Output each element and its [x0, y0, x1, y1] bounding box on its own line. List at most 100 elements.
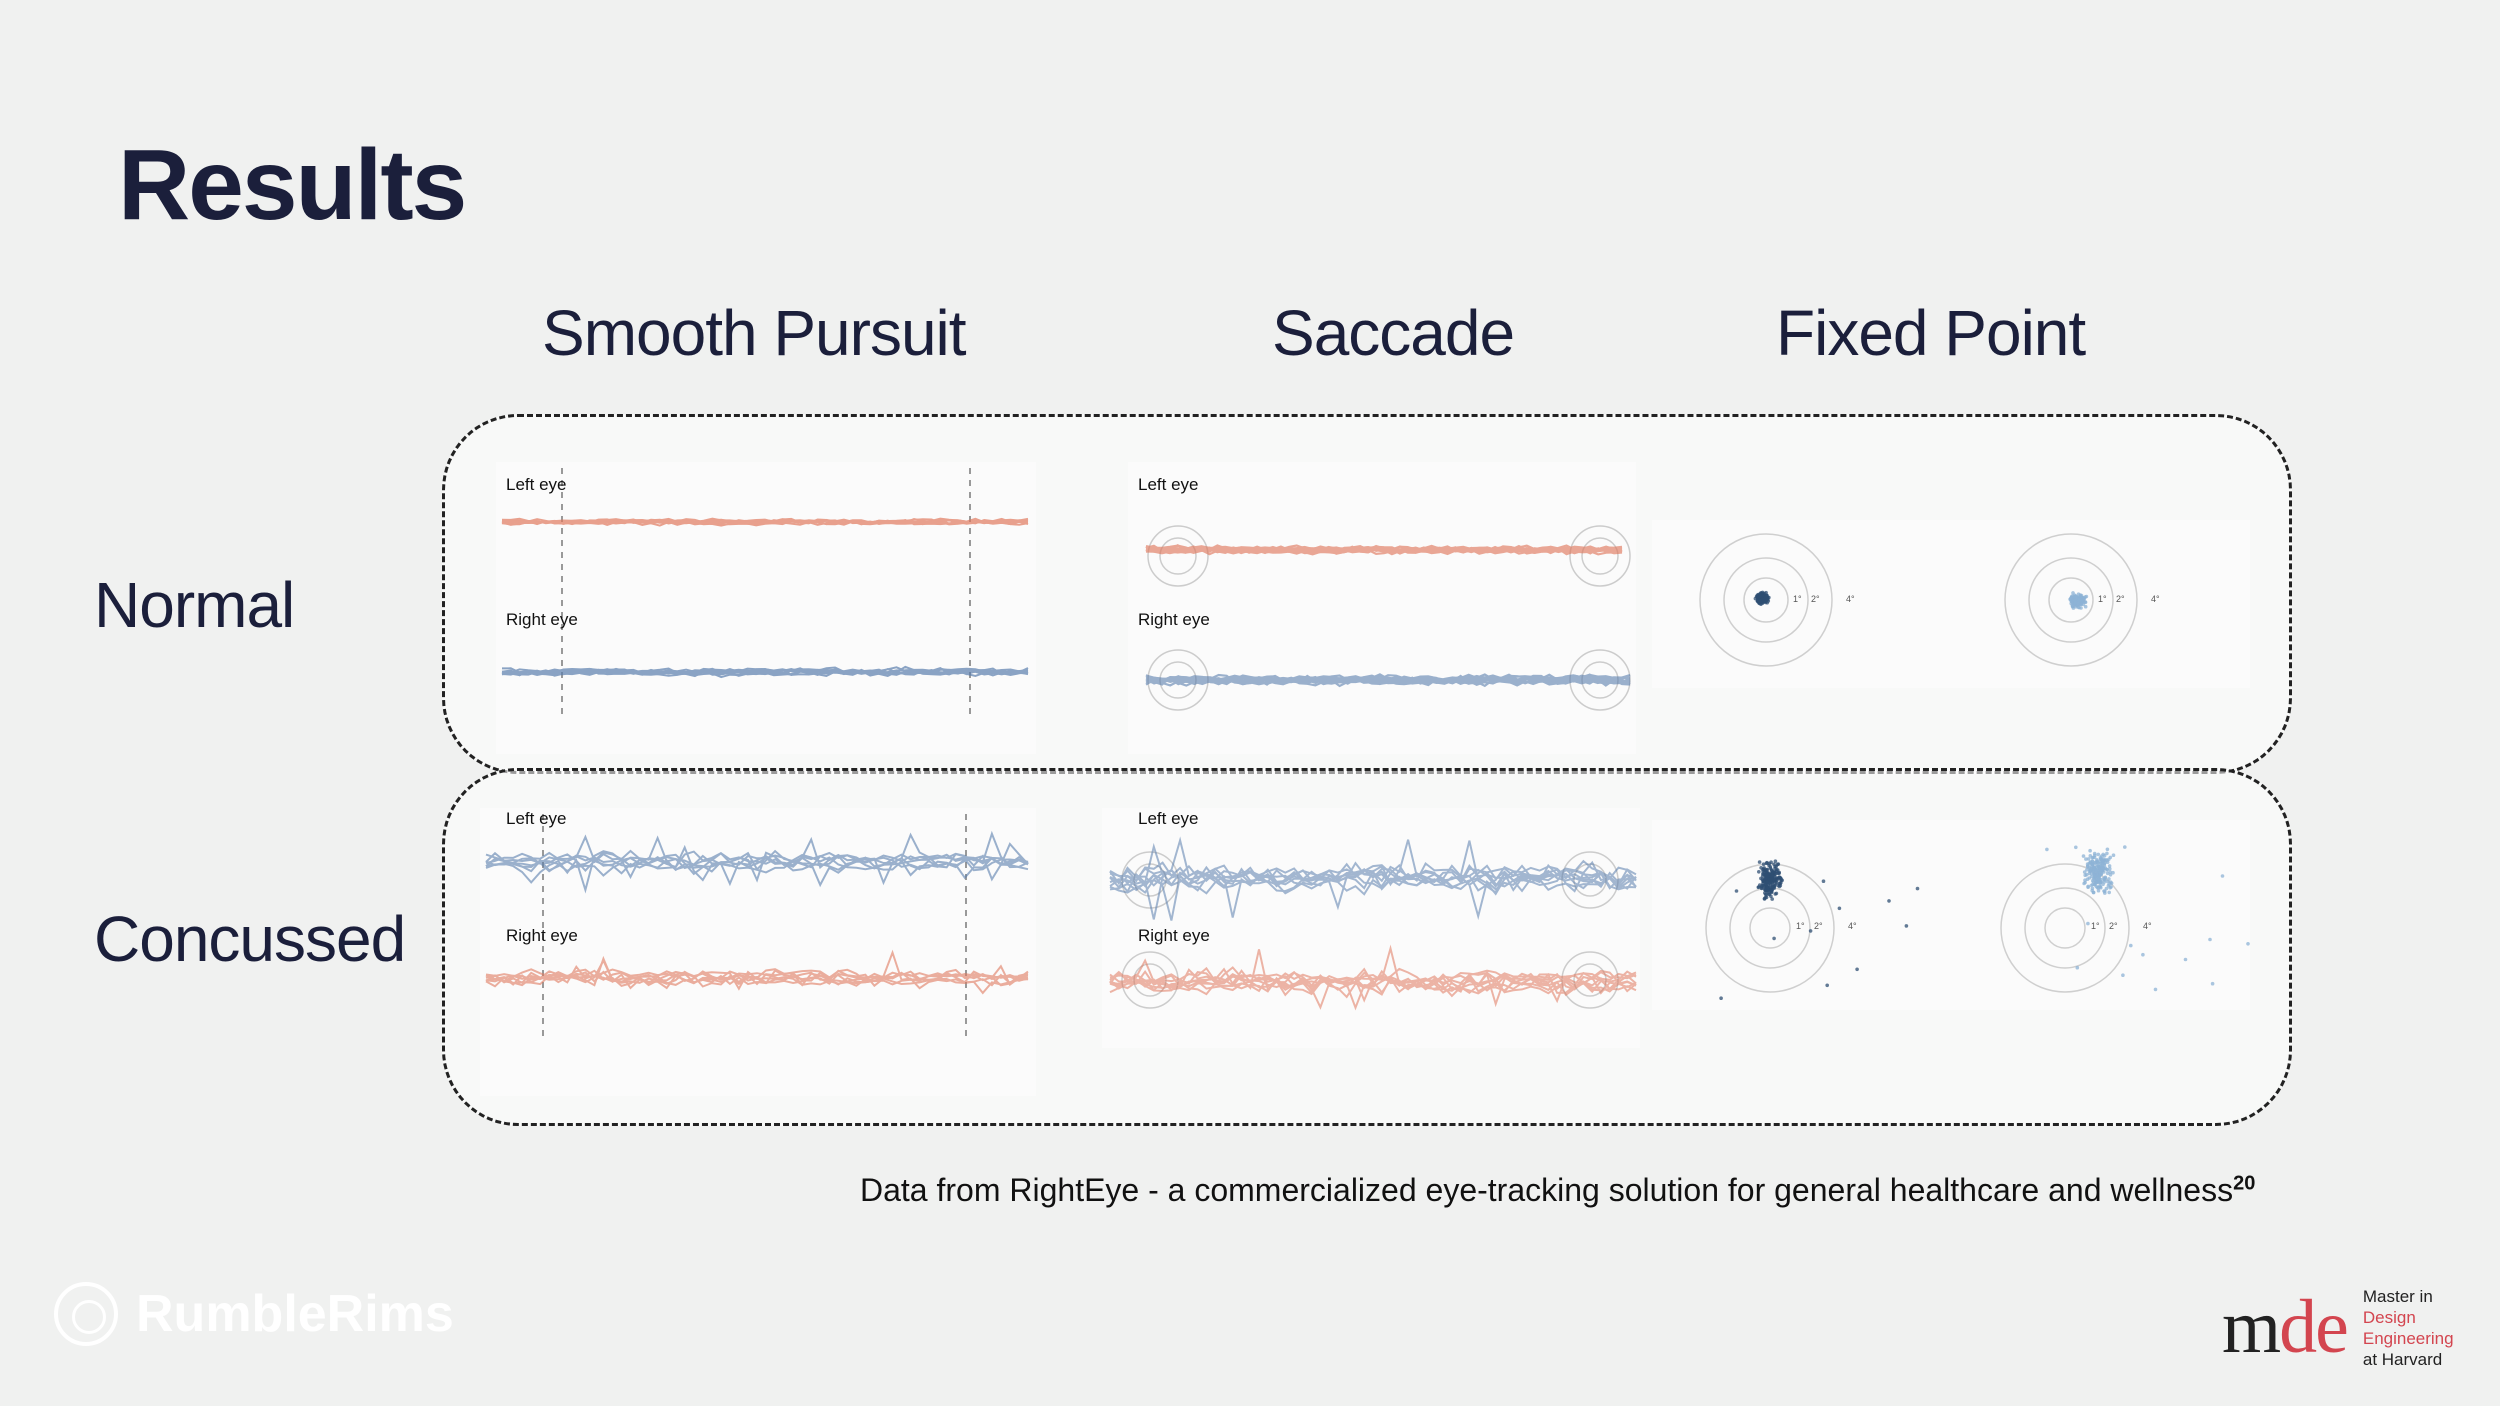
concussed-fp-point-right-172: [2085, 877, 2090, 881]
normal-sa-left-trace-10: [1145, 544, 1623, 556]
concussed-fp-point-right-154: [2107, 864, 2112, 868]
concussed-sp-right-trace-4: [485, 949, 1029, 990]
column-heading-smooth-pursuit: Smooth Pursuit: [542, 297, 967, 369]
concussed-fp-point-right-188: [2097, 876, 2102, 881]
concussed-fp-point-right-130: [2090, 859, 2095, 864]
concussed-fp-point-left-192: [1760, 877, 1765, 882]
mde-caption-line4: at Harvard: [2362, 1349, 2443, 1369]
concussed-fp-point-right-197: [2100, 866, 2105, 870]
normal-fp-label-2b: 2°: [2116, 594, 2125, 604]
conc-sp-right-eye-label: Right eye: [506, 926, 578, 945]
normal-sp-right-traces: [501, 665, 1029, 679]
concussed-fp-point-right-206: [2102, 862, 2107, 866]
normal-fp-scatter-right: [2068, 591, 2089, 610]
concussed-fp-point-right-176: [2108, 866, 2112, 871]
concussed-fp-point-right-165: [2108, 870, 2112, 874]
conc-fp-label-1: 1°: [1796, 921, 1805, 931]
concussed-sa-right-traces: [1109, 944, 1637, 1011]
concussed-fp-point-left-203: [1765, 880, 1770, 884]
normal-fp-point-left-154: [1763, 596, 1768, 600]
concussed-fp-point-right-148: [2108, 855, 2113, 860]
concussed-fp-point-right-209: [2095, 863, 2099, 867]
concussed-fp-point-left-196: [1765, 860, 1769, 865]
footnote-ref: 20: [2233, 1172, 2256, 1195]
concussed-fp-point-left-209: [1771, 885, 1776, 890]
concussed-sp-left-trace-6: [485, 836, 1029, 894]
normal-sa-left-trace-11: [1145, 544, 1623, 555]
concussed-fp-point-right-185: [2098, 855, 2103, 860]
concussed-fp-point-right-219: [2102, 877, 2107, 882]
normal-sp-left-eye-label: Left eye: [506, 475, 567, 494]
normal-fp-label-1: 1°: [1793, 594, 1802, 604]
concussed-smooth-pursuit-panel: Left eye Right eye: [480, 808, 1036, 1096]
concussed-fp-point-right-155: [2104, 886, 2109, 891]
mde-caption-line1: Master in: [2362, 1286, 2433, 1306]
normal-fp-point-left-159: [1758, 594, 1763, 599]
concussed-fp-point-right-21: [2210, 981, 2215, 986]
normal-smooth-pursuit-panel: Left eye Right eye: [496, 462, 1036, 754]
concussed-fp-point-right-98: [2089, 883, 2094, 888]
normal-sp-right-trace-5: [501, 666, 1029, 677]
concussed-fp-point-right-212: [2102, 889, 2106, 893]
concussed-saccade-panel: Left eye Right eye: [1102, 808, 1640, 1048]
concussed-fp-point-left-186: [1775, 862, 1780, 867]
concussed-fp-point-right-79: [2082, 870, 2087, 874]
normal-sp-right-eye-label: Right eye: [506, 610, 578, 629]
concussed-fp-point-left-99: [1773, 859, 1778, 863]
concussed-fp-point-left-206: [1777, 870, 1781, 875]
concussed-fp-point-right-199: [2095, 885, 2100, 890]
concussed-sa-right-trace-6: [1109, 967, 1637, 1011]
rumblerims-logo: RumbleRims: [54, 1282, 454, 1346]
mde-harvard-logo: mde Master in Design Engineering at Harv…: [2222, 1284, 2454, 1371]
normal-fp-label-4: 4°: [1846, 594, 1855, 604]
concussed-fp-point-right-158: [2083, 873, 2087, 877]
concussed-sa-left-trace-8: [1109, 836, 1637, 894]
normal-fp-point-left-151: [1765, 593, 1769, 598]
concussed-fp-point-right-61: [2105, 847, 2110, 852]
concussed-fp-point-left-155: [1772, 862, 1776, 867]
concussed-fp-point-left-207: [1777, 884, 1782, 889]
normal-sa-right-trace-11: [1145, 673, 1631, 686]
concussed-fp-point-right-156: [2086, 884, 2090, 889]
concussed-fp-point-right-218: [2092, 866, 2097, 870]
concussed-sa-right-trace-3: [1109, 969, 1637, 997]
footnote-text: Data from RightEye - a commercialized ey…: [860, 1172, 2234, 1208]
concussed-fp-point-right-37: [2183, 957, 2188, 962]
concussed-sa-left-trace-5: [1109, 859, 1637, 920]
normal-fp-point-right-159: [2076, 601, 2080, 606]
concussed-fp-point-right-215: [2093, 860, 2098, 865]
concussed-fp-point-left-216: [1757, 870, 1761, 874]
concussed-fp-point-right-67: [2246, 942, 2250, 946]
normal-saccade-panel: Left eye Right eye: [1128, 462, 1636, 754]
concussed-fp-point-right-49: [2208, 937, 2212, 942]
row-heading-concussed: Concussed: [94, 903, 406, 975]
mde-logo-caption: Master in Design Engineering at Harvard: [2363, 1286, 2454, 1370]
concussed-fp-point-left-181: [1904, 924, 1909, 928]
slide-title: Results: [118, 129, 467, 241]
conc-fp-label-2b: 2°: [2109, 921, 2118, 931]
concussed-fp-point-right-17: [2081, 854, 2086, 858]
concussed-fp-point-right-214: [2090, 862, 2094, 867]
rumblerims-logo-icon: [54, 1282, 118, 1346]
normal-fp-point-right-152: [2083, 600, 2088, 605]
concussed-fp-point-right-53: [2108, 873, 2113, 877]
concussed-fp-point-left-198: [1767, 863, 1771, 868]
concussed-fp-point-left-176: [1774, 880, 1779, 885]
concussed-fp-point-right-96: [2153, 987, 2158, 992]
concussed-fp-point-left-215: [1765, 867, 1770, 872]
normal-fp-point-right-158: [2074, 594, 2078, 598]
concussed-sp-right-trace-6: [485, 964, 1029, 988]
concussed-fp-point-right-140: [2090, 878, 2095, 883]
concussed-fp-point-left-218: [1767, 872, 1771, 877]
concussed-fp-point-left-201: [1759, 886, 1764, 891]
concussed-fp-point-right-7: [2121, 973, 2125, 977]
normal-sa-right-eye-label: Right eye: [1138, 610, 1210, 629]
concussed-fp-point-right-78: [2107, 877, 2111, 881]
rumblerims-logo-text: RumbleRims: [136, 1285, 454, 1343]
concussed-fp-point-right-131: [2086, 857, 2091, 861]
conc-sa-right-eye-label: Right eye: [1138, 926, 1210, 945]
concussed-fp-point-right-137: [2105, 851, 2109, 856]
concussed-fp-point-left-211: [1761, 869, 1765, 874]
concussed-fp-point-left-152: [1758, 883, 1762, 887]
normal-fp-point-right-156: [2082, 597, 2087, 601]
